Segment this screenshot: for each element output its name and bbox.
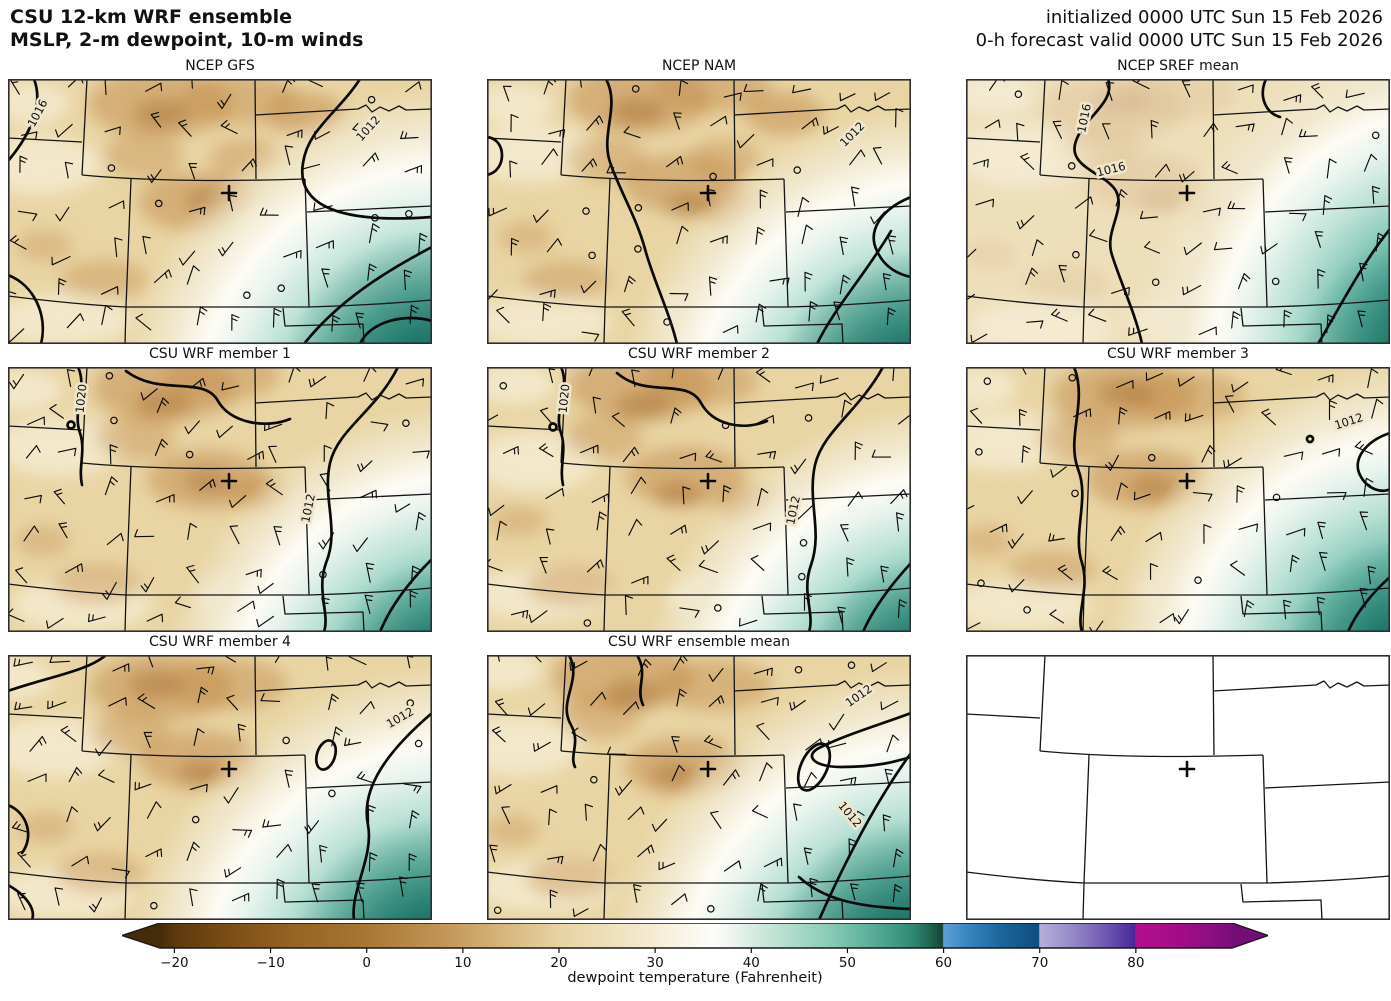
panel-frame <box>487 367 911 632</box>
colorbar: −20 −10 0 10 20 30 40 50 60 70 80 <box>119 922 1271 971</box>
station-marker <box>1178 184 1196 202</box>
colorbar-outline <box>119 922 1271 949</box>
figure-title-line1: CSU 12-km WRF ensemble <box>10 6 292 28</box>
panel-title-csu-wrf-member-2: CSU WRF member 2 <box>628 346 770 362</box>
station-marker <box>699 184 717 202</box>
panel-frame <box>8 655 432 920</box>
colorbar-tick-label: 10 <box>454 955 471 971</box>
colorbar-tick-label: 40 <box>743 955 760 971</box>
panel-title-ncep-nam: NCEP NAM <box>661 58 737 74</box>
panel-title-ncep-sref-mean: NCEP SREF mean <box>1117 58 1239 74</box>
colorbar-extend-right-arrow <box>1232 923 1268 948</box>
colorbar-tick-label: 20 <box>550 955 567 971</box>
init-time-text: initialized 0000 UTC Sun 15 Feb 2026 <box>1045 7 1383 28</box>
colorbar-tick-label: 0 <box>362 955 371 971</box>
panel-title-csu-wrf-member-1: CSU WRF member 1 <box>149 346 291 362</box>
colorbar-gradient-bar <box>160 923 1232 948</box>
state-borders <box>8 655 432 920</box>
valid-time-text: 0-h forecast valid 0000 UTC Sun 15 Feb 2… <box>975 30 1383 51</box>
colorbar-tick-label: 50 <box>839 955 856 971</box>
wind-barbs <box>487 367 911 627</box>
panel-title-ncep-gfs: NCEP GFS <box>185 58 255 74</box>
wind-barbs <box>966 79 1386 344</box>
mslp-contours <box>487 79 911 344</box>
colorbar-tick-label: 70 <box>1031 955 1048 971</box>
mslp-contours <box>548 367 911 632</box>
station-marker <box>699 760 717 778</box>
station-marker <box>220 184 238 202</box>
panel-csu-wrf-ensemble-mean: 1012 1012 <box>487 655 911 920</box>
mslp-contours <box>1073 79 1390 344</box>
colorbar-extend-left-arrow <box>122 923 160 948</box>
state-borders <box>8 79 432 344</box>
panel-frame <box>966 367 1390 632</box>
station-marker <box>1178 472 1196 490</box>
mslp-contour-label: 1020 <box>73 383 90 414</box>
state-borders <box>966 79 1390 344</box>
panel-blank-map <box>966 655 1390 920</box>
colorbar-tick-label: 80 <box>1127 955 1144 971</box>
map-csu-wrf-member-3: 1012 <box>966 367 1390 632</box>
colorbar-tick-label: 30 <box>647 955 664 971</box>
colorbar-tick-label: 60 <box>935 955 952 971</box>
mslp-contours <box>66 367 432 632</box>
mslp-contours <box>8 79 432 344</box>
map-ncep-nam: 1012 <box>487 79 911 344</box>
panel-ncep-sref-mean: 1016 1016 <box>966 79 1390 344</box>
colorbar-tick-label: −20 <box>160 955 189 971</box>
wind-barbs <box>487 79 904 342</box>
station-marker <box>699 472 717 490</box>
panel-ncep-gfs: 1016 1012 <box>8 79 432 344</box>
panel-csu-wrf-member-3: 1012 <box>966 367 1390 632</box>
panel-title-csu-wrf-member-4: CSU WRF member 4 <box>149 634 291 650</box>
figure-title: CSU 12-km WRF ensemble MSLP, 2-m dewpoin… <box>10 6 363 52</box>
colorbar-svg: −20 −10 0 10 20 30 40 50 60 70 80 <box>119 922 1271 971</box>
mslp-contours <box>8 655 432 920</box>
panel-title-csu-wrf-member-3: CSU WRF member 3 <box>1107 346 1249 362</box>
station-marker <box>1178 760 1196 778</box>
colorbar-tick-label: −10 <box>256 955 285 971</box>
map-blank-map <box>966 655 1390 920</box>
mslp-contours <box>1072 367 1390 632</box>
panel-title-csu-wrf-ensemble-mean: CSU WRF ensemble mean <box>607 634 790 650</box>
panel-frame <box>966 655 1390 920</box>
state-borders <box>966 367 1390 632</box>
figure-init-info: initialized 0000 UTC Sun 15 Feb 2026 0-h… <box>976 6 1383 52</box>
panel-frame <box>8 79 432 344</box>
wind-barbs <box>966 367 1384 632</box>
panel-csu-wrf-member-2: 1020 1012 <box>487 367 911 632</box>
figure-title-line2: MSLP, 2-m dewpoint, 10-m winds <box>10 29 364 51</box>
panel-frame <box>487 655 911 920</box>
mslp-contour-label: 1020 <box>556 383 573 414</box>
panel-frame <box>966 79 1390 344</box>
station-marker <box>220 760 238 778</box>
panel-csu-wrf-member-4: 1012 <box>8 655 432 920</box>
map-ncep-gfs: 1016 1012 <box>8 79 432 344</box>
panel-frame <box>487 79 911 344</box>
wind-barbs <box>8 367 430 629</box>
map-csu-wrf-member-4: 1012 <box>8 655 432 920</box>
panel-frame <box>8 367 432 632</box>
colorbar-axis-label: dewpoint temperature (Fahrenheit) <box>567 970 823 986</box>
state-borders <box>966 655 1390 920</box>
mslp-contours <box>565 655 911 920</box>
station-marker <box>220 472 238 490</box>
panel-csu-wrf-member-1: 1020 1012 <box>8 367 432 632</box>
panel-ncep-nam: 1012 <box>487 79 911 344</box>
